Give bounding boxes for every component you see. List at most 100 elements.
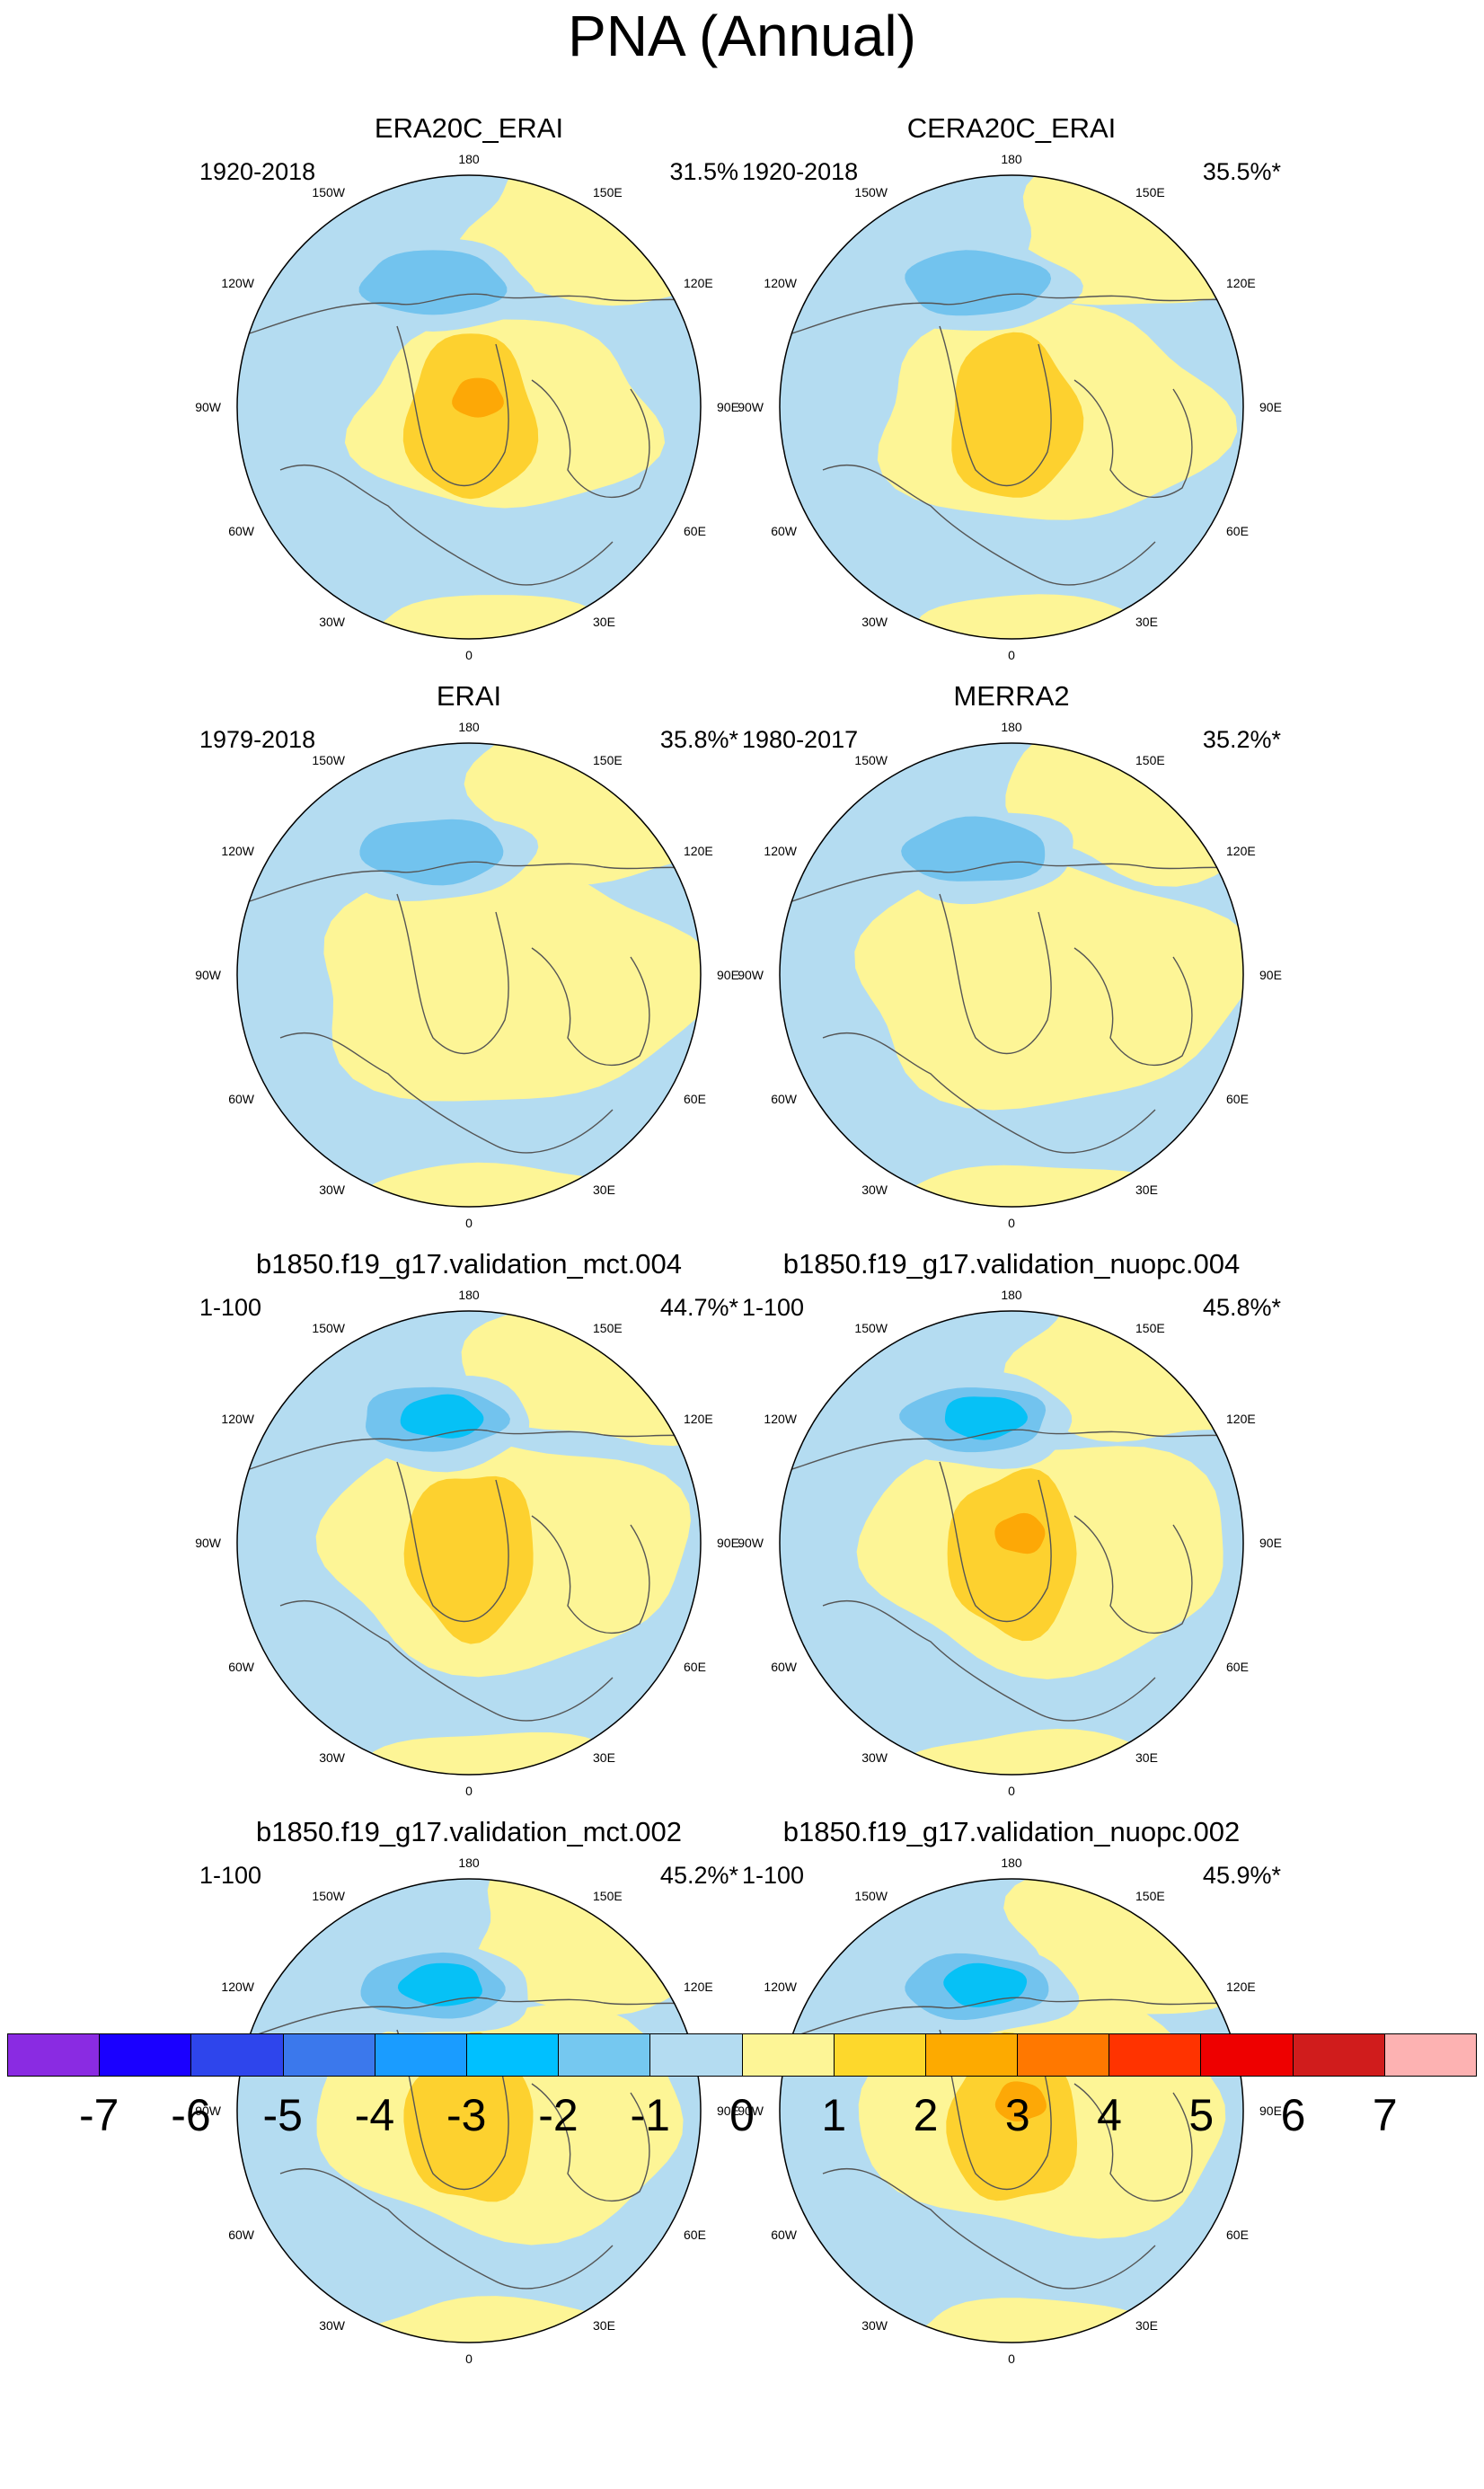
panel-variance: 35.5%* [1202, 158, 1281, 185]
panel-title: b1850.f19_g17.validation_nuopc.004 [782, 1248, 1241, 1280]
longitude-label: 60E [684, 2228, 706, 2242]
colorbar-segment [650, 2034, 743, 2076]
panel-variance: 45.2%* [659, 1862, 738, 1889]
colorbar-segment [466, 2034, 560, 2076]
longitude-label: 120W [764, 1412, 797, 1426]
longitude-label: 0 [1008, 1216, 1015, 1230]
colorbar-tick-label: 7 [1372, 2090, 1398, 2140]
longitude-label: 30W [861, 615, 888, 629]
longitude-label: 150E [593, 1321, 623, 1335]
longitude-label: 180 [1001, 1856, 1022, 1870]
figure-title: PNA (Annual) [568, 4, 916, 68]
longitude-label: 30W [319, 1182, 346, 1197]
longitude-label: 0 [465, 1216, 473, 1230]
longitude-label: 180 [1001, 1288, 1022, 1302]
map-outline [236, 174, 702, 640]
colorbar-tick-label: -4 [354, 2090, 395, 2140]
colorbar-labels: -7 -6 -5 -4 -3 -2 -1 0 1 2 3 4 5 6 7 [0, 2088, 1484, 2151]
longitude-label: 120W [221, 1412, 254, 1426]
longitude-label: 30W [861, 2318, 888, 2333]
colorbar-tick-label: 1 [821, 2090, 847, 2140]
longitude-label: 150W [312, 185, 345, 199]
map-panel-mct-002: b1850.f19_g17.validation_mct.002 1-100 4… [190, 1814, 747, 2380]
map-outline [236, 742, 702, 1208]
longitude-label: 60E [684, 524, 706, 538]
longitude-label: 90E [1259, 1536, 1282, 1550]
longitude-label: 60W [228, 1660, 255, 1674]
colorbar-tick-label: 5 [1188, 2090, 1215, 2140]
longitude-label: 180 [1001, 152, 1022, 166]
longitude-label: 120E [1226, 1412, 1256, 1426]
panel-variance: 31.5% [669, 158, 738, 185]
panel-title: b1850.f19_g17.validation_mct.004 [256, 1248, 682, 1280]
longitude-label: 150E [1135, 753, 1165, 767]
longitude-label: 0 [1008, 1784, 1015, 1798]
longitude-label: 30W [861, 1750, 888, 1765]
coastlines [243, 1429, 701, 1722]
anomaly-field [780, 1311, 1243, 1775]
longitude-label: 60E [684, 1660, 706, 1674]
longitude-label: 150W [854, 185, 888, 199]
longitude-label: 30E [1135, 1750, 1158, 1765]
longitude-label: 90W [738, 968, 764, 982]
longitude-label: 150E [593, 753, 623, 767]
colorbar-tick-label: 6 [1280, 2090, 1306, 2140]
longitude-label: 60W [228, 524, 255, 538]
panel-period: 1980-2017 [742, 726, 859, 753]
longitude-label: 30W [319, 1750, 346, 1765]
longitude-label: 30W [861, 1182, 888, 1197]
longitude-label: 90W [738, 400, 764, 414]
longitude-label: 0 [465, 2352, 473, 2366]
colorbar-tick-label: 3 [1004, 2090, 1030, 2140]
anomaly-field [237, 743, 701, 1207]
panel-period: 1-100 [199, 1294, 262, 1321]
anomaly-field [237, 1311, 701, 1775]
longitude-label: 150E [1135, 185, 1165, 199]
longitude-label: 60E [1226, 524, 1249, 538]
longitude-label: 60E [684, 1092, 706, 1106]
longitude-label: 30E [1135, 615, 1158, 629]
colorbar-tick-label: 2 [913, 2090, 939, 2140]
coastlines [786, 861, 1243, 1154]
longitude-label: 150E [593, 185, 623, 199]
longitude-label: 180 [458, 720, 480, 734]
longitude-label: 30E [1135, 1182, 1158, 1197]
longitude-label: 30W [319, 2318, 346, 2333]
map-panel-nuopc-004: b1850.f19_g17.validation_nuopc.004 1-100… [733, 1246, 1290, 1812]
longitude-label: 30E [593, 2318, 615, 2333]
longitude-label: 60W [228, 2228, 255, 2242]
longitude-label: 150W [312, 753, 345, 767]
colorbar-segment [283, 2034, 375, 2076]
anomaly-field [237, 175, 701, 639]
longitude-label: 120E [1226, 1980, 1256, 1994]
longitude-label: 30W [319, 615, 346, 629]
coastlines [786, 1429, 1243, 1722]
panel-variance: 35.8%* [659, 726, 738, 753]
coastlines [243, 861, 701, 1154]
longitude-label: 120W [221, 1980, 254, 1994]
longitude-label: 180 [458, 1856, 480, 1870]
longitude-label: 150W [854, 1321, 888, 1335]
longitude-label: 0 [465, 648, 473, 662]
colorbar-segment [834, 2034, 926, 2076]
longitude-label: 90E [1259, 968, 1282, 982]
panel-variance: 45.9%* [1202, 1862, 1281, 1889]
polar-stereographic-map: 180 150E 120E 90E 60E 30E 0 30W 60W 90W 120W 150W [738, 152, 1282, 662]
colorbar-segment [1384, 2034, 1476, 2076]
anomaly-field [237, 1879, 701, 2343]
longitude-label: 180 [458, 1288, 480, 1302]
longitude-label: 60W [771, 1092, 798, 1106]
colorbar-tick-label: -2 [538, 2090, 579, 2140]
longitude-label: 60W [771, 1660, 798, 1674]
panel-title: b1850.f19_g17.validation_mct.002 [256, 1816, 682, 1847]
colorbar-tick-label: 4 [1097, 2090, 1122, 2140]
panel-period: 1920-2018 [742, 158, 859, 185]
longitude-label: 120E [684, 276, 713, 290]
polar-stereographic-map: 180 150E 120E 90E 60E 30E 0 30W 60W 90W 120W 150W [195, 152, 739, 662]
longitude-label: 120E [684, 1412, 713, 1426]
longitude-label: 90E [1259, 2104, 1282, 2118]
longitude-label: 60E [1226, 2228, 1249, 2242]
map-panel-mct-004: b1850.f19_g17.validation_mct.004 1-100 4… [190, 1246, 747, 1812]
colorbar-segment [1293, 2034, 1385, 2076]
panel-period: 1979-2018 [199, 726, 316, 753]
